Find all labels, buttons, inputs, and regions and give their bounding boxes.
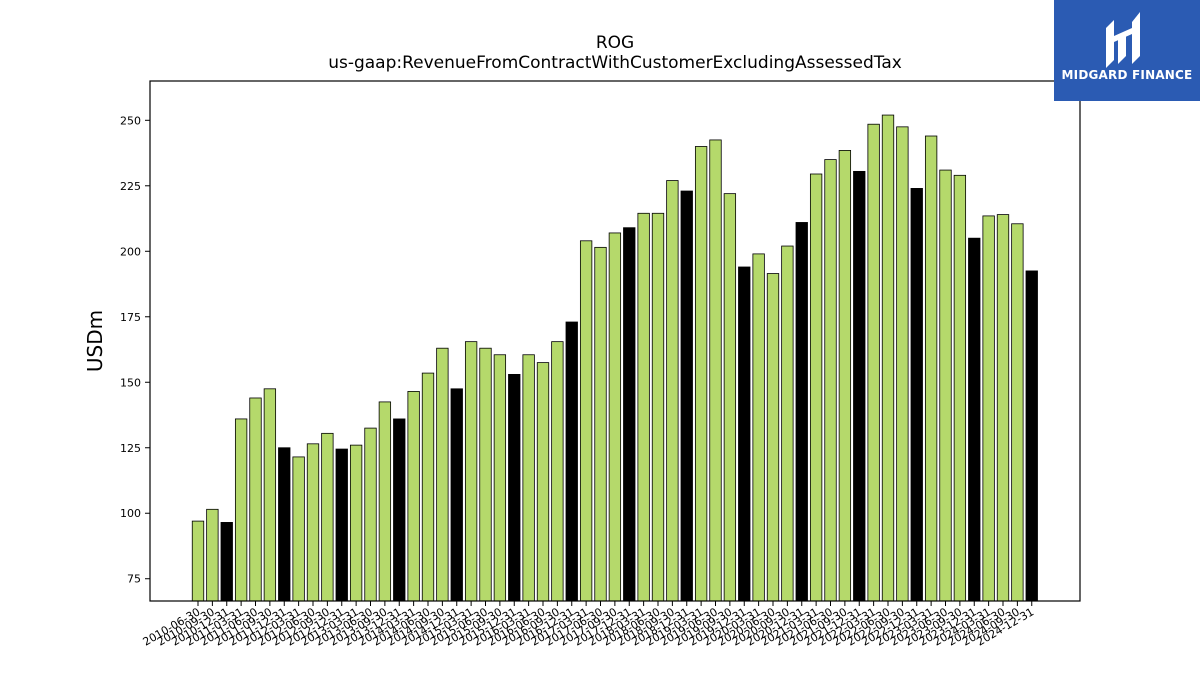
logo-text: MIDGARD FINANCE: [1061, 68, 1193, 82]
bar-2012-12-31: [335, 448, 348, 602]
y-tick-label-200: 200: [120, 245, 141, 258]
bar-2020-12-31: [795, 222, 808, 602]
bar-2019-03-31: [694, 146, 708, 602]
y-axis-label: USDm: [83, 310, 107, 372]
bar-2016-03-31: [522, 354, 535, 602]
bar-2018-03-31: [637, 212, 650, 602]
bar-2016-09-30: [551, 341, 564, 602]
bar-2016-06-30: [536, 362, 550, 602]
bar-2024-09-30: [1011, 223, 1024, 602]
bar-2011-09-30: [263, 388, 277, 602]
bar-2020-03-31: [752, 253, 765, 602]
bar-2021-03-31: [809, 173, 823, 602]
bar-2024-06-30: [996, 214, 1010, 602]
bar-2018-06-30: [651, 212, 665, 602]
bar-2019-12-31: [738, 266, 751, 602]
bar-2024-12-31: [1025, 270, 1038, 602]
y-tick-label-100: 100: [120, 507, 141, 520]
bar-2022-09-30: [896, 126, 909, 602]
bar-2014-03-31: [407, 391, 420, 602]
y-tick-label-75: 75: [127, 573, 141, 586]
y-tick-label-150: 150: [120, 376, 141, 389]
bar-2016-12-31: [565, 321, 578, 602]
bars-group: [191, 114, 1038, 602]
y-tick-label-250: 250: [120, 114, 141, 127]
bar-2010-06-30: [191, 520, 205, 602]
bar-2022-03-31: [867, 123, 880, 602]
logo-mark-icon: [1106, 12, 1140, 68]
bar-2018-12-31: [680, 190, 693, 602]
bar-2015-09-30: [493, 354, 507, 602]
bar-2011-12-31: [278, 447, 291, 602]
bar-2023-03-31: [924, 135, 938, 602]
bar-2010-12-31: [220, 522, 233, 602]
y-tick-label-175: 175: [120, 311, 141, 324]
bar-2020-06-30: [766, 273, 780, 602]
bar-2014-09-30: [436, 347, 449, 602]
bar-2013-06-30: [364, 427, 377, 602]
bar-2013-09-30: [378, 401, 392, 602]
bar-2014-06-30: [421, 372, 435, 602]
bar-2014-12-31: [450, 388, 463, 602]
bar-2017-06-30: [594, 246, 607, 602]
y-tick-label-125: 125: [120, 442, 141, 455]
bar-2023-06-30: [939, 169, 952, 602]
bar-2017-03-31: [579, 240, 593, 602]
bar-2015-12-31: [508, 373, 521, 602]
chart-subtitle: us-gaap:RevenueFromContractWithCustomerE…: [328, 53, 902, 73]
bar-2010-09-30: [206, 508, 219, 602]
bar-2022-06-30: [881, 114, 895, 602]
bar-2013-03-31: [349, 444, 363, 602]
bar-2020-09-30: [781, 245, 794, 602]
bar-2021-06-30: [824, 159, 837, 602]
bar-2023-09-30: [953, 174, 967, 602]
bar-2011-06-30: [249, 397, 262, 602]
bar-2011-03-31: [234, 418, 248, 602]
x-axis: 2010-06-302010-09-302010-12-312011-03-31…: [141, 601, 1036, 649]
bar-2021-12-31: [853, 170, 866, 602]
bar-2015-03-31: [464, 341, 478, 602]
bar-2022-12-31: [910, 188, 923, 602]
bar-2019-06-30: [709, 139, 722, 602]
y-axis: 75 100 125 150 175 200 225 250: [120, 114, 150, 586]
bar-2024-03-31: [982, 215, 995, 602]
bar-2019-09-30: [723, 193, 737, 602]
bar-2017-12-31: [623, 227, 636, 602]
bar-2021-09-30: [838, 150, 852, 602]
plot-frame: [149, 80, 1081, 602]
chart-title: ROG: [596, 33, 634, 53]
bar-2012-09-30: [321, 432, 334, 602]
y-tick-label-225: 225: [120, 180, 141, 193]
bar-2023-12-31: [968, 237, 981, 602]
bar-2015-06-30: [479, 347, 492, 602]
bar-2012-03-31: [292, 456, 305, 602]
bar-2018-09-30: [666, 180, 679, 602]
bar-2012-06-30: [306, 443, 320, 602]
bar-2013-12-31: [393, 418, 406, 602]
bar-2017-09-30: [608, 232, 622, 602]
midgard-finance-logo: MIDGARD FINANCE: [1054, 0, 1200, 101]
